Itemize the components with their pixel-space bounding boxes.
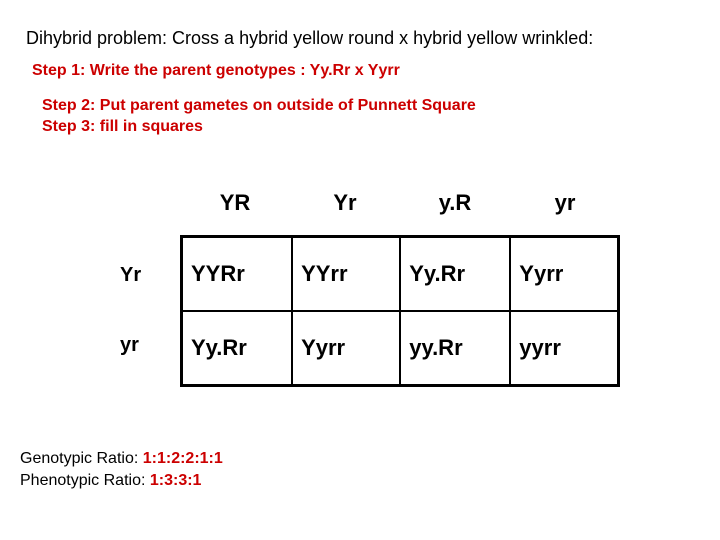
step-1: Step 1: Write the parent genotypes : Yy.… — [32, 62, 400, 80]
left-gametes-col: Yr yr — [120, 240, 141, 380]
phenotypic-label: Phenotypic Ratio: — [20, 472, 145, 489]
punnett-cell: YYRr — [182, 237, 293, 312]
punnett-square: YR Yr y.R yr Yr yr YYRr YYrr Yy.Rr Yyrr … — [120, 190, 620, 216]
punnett-cell: Yy.Rr — [400, 237, 510, 312]
left-gamete: Yr — [120, 240, 141, 310]
top-gamete: Yr — [290, 190, 400, 216]
step-3: Step 3: fill in squares — [42, 117, 476, 138]
steps-2-3: Step 2: Put parent gametes on outside of… — [42, 96, 476, 138]
genotypic-label: Genotypic Ratio: — [20, 450, 138, 467]
genotypic-ratio: 1:1:2:2:1:1 — [143, 450, 223, 467]
ratio-section: Genotypic Ratio: 1:1:2:2:1:1 Phenotypic … — [20, 450, 223, 494]
top-gamete: YR — [180, 190, 290, 216]
table-row: YYRr YYrr Yy.Rr Yyrr — [182, 237, 619, 312]
phenotypic-ratio-line: Phenotypic Ratio: 1:3:3:1 — [20, 472, 223, 490]
top-gametes-row: YR Yr y.R yr — [180, 190, 620, 216]
punnett-cell: Yyrr — [510, 237, 618, 312]
genotypic-ratio-line: Genotypic Ratio: 1:1:2:2:1:1 — [20, 450, 223, 468]
top-gamete: y.R — [400, 190, 510, 216]
phenotypic-ratio: 1:3:3:1 — [150, 472, 202, 489]
punnett-grid: YYRr YYrr Yy.Rr Yyrr Yy.Rr Yyrr yy.Rr yy… — [180, 235, 620, 387]
punnett-cell: yyrr — [510, 311, 618, 386]
left-gamete: yr — [120, 310, 141, 380]
table-row: Yy.Rr Yyrr yy.Rr yyrr — [182, 311, 619, 386]
step-2: Step 2: Put parent gametes on outside of… — [42, 96, 476, 117]
punnett-cell: yy.Rr — [400, 311, 510, 386]
punnett-cell: YYrr — [292, 237, 400, 312]
problem-title: Dihybrid problem: Cross a hybrid yellow … — [26, 28, 593, 49]
top-gamete: yr — [510, 190, 620, 216]
punnett-cell: Yy.Rr — [182, 311, 293, 386]
punnett-cell: Yyrr — [292, 311, 400, 386]
